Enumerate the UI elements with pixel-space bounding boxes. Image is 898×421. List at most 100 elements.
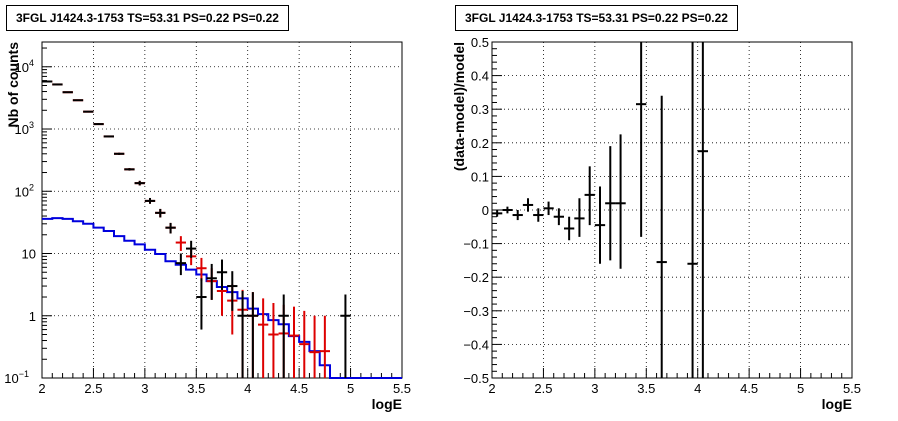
data-point <box>584 166 595 226</box>
data-point <box>134 180 145 186</box>
left-y-axis-label: Nb of counts <box>5 42 21 128</box>
y-tick-label: −0.2 <box>463 270 489 285</box>
data-point <box>186 240 197 258</box>
data-point <box>175 236 186 251</box>
data-point <box>196 257 207 282</box>
data-point <box>533 208 544 222</box>
data-point <box>319 315 330 378</box>
left-ticks <box>41 47 403 379</box>
left-x-axis-label: logE <box>372 396 402 412</box>
y-tick-label: 0.1 <box>471 169 489 184</box>
x-tick-label: 2 <box>488 381 495 396</box>
y-tick-exponent: 3 <box>29 120 34 130</box>
data-point <box>522 198 534 212</box>
right-plot: 2 2.5 3 3.5 4 4.5 5 5.5 −0.5 −0.4 −0.3 −0.2 −0.1 0 0.1… <box>451 35 861 412</box>
y-tick-label: 0.2 <box>471 136 489 151</box>
data-point <box>165 222 176 234</box>
data-point <box>196 278 207 330</box>
y-tick-label: 1 <box>29 309 36 324</box>
data-point <box>216 259 228 290</box>
x-tick-label: 5 <box>347 381 354 396</box>
data-point <box>299 310 310 378</box>
right-ticks <box>491 41 853 379</box>
left-series-1 <box>42 80 330 378</box>
data-point <box>697 42 708 378</box>
data-point <box>93 123 104 126</box>
x-tick-label: 3.5 <box>187 381 205 396</box>
data-point <box>103 135 114 138</box>
data-point <box>175 253 186 276</box>
data-point <box>512 210 523 221</box>
data-point <box>62 91 73 94</box>
left-series-2 <box>42 80 351 378</box>
data-point <box>237 290 248 378</box>
data-point <box>258 298 269 378</box>
data-point <box>52 83 63 86</box>
data-point <box>605 146 616 261</box>
data-point <box>656 95 667 378</box>
data-point <box>553 208 564 226</box>
data-point <box>574 198 585 237</box>
y-tick-label: −0.1 <box>463 237 489 252</box>
data-point <box>124 168 135 171</box>
x-tick-label: 5.5 <box>393 381 411 396</box>
data-point <box>206 263 217 300</box>
data-point <box>42 80 53 83</box>
y-tick-label: 102 <box>15 182 34 199</box>
data-point <box>340 294 351 378</box>
y-tick-exponent: 4 <box>29 58 34 68</box>
x-tick-label: 2.5 <box>84 381 102 396</box>
y-tick-label: −0.3 <box>463 304 489 319</box>
data-point <box>564 216 575 241</box>
y-tick-label: 0.3 <box>471 102 489 117</box>
data-point <box>227 271 238 311</box>
data-point <box>247 292 258 378</box>
right-series-0 <box>492 42 708 378</box>
data-point <box>636 42 647 237</box>
y-tick-exponent: −1 <box>19 369 29 379</box>
data-point <box>594 186 606 264</box>
data-point <box>288 306 300 378</box>
y-tick-label: 0.4 <box>471 69 489 84</box>
right-y-axis-label: (data-model)/model <box>451 42 467 171</box>
y-tick-label: −0.5 <box>463 371 489 386</box>
data-point <box>502 206 513 214</box>
x-tick-label: 2.5 <box>534 381 552 396</box>
left-chart-title: 3FGL J1424.3-1753 TS=53.31 PS=0.22 PS=0.… <box>6 5 289 31</box>
right-grid <box>492 42 852 378</box>
x-tick-label: 5.5 <box>843 381 861 396</box>
data-point <box>278 294 289 378</box>
data-point <box>72 99 84 102</box>
left-grid <box>42 42 402 378</box>
right-chart-title: 3FGL J1424.3-1753 TS=53.31 PS=0.22 PS=0.… <box>455 5 738 31</box>
y-tick-exponent: 2 <box>29 182 34 192</box>
x-tick-label: 5 <box>797 381 804 396</box>
left-plot-frame <box>41 41 403 379</box>
data-point <box>543 201 554 216</box>
data-point <box>83 110 94 113</box>
data-point <box>309 315 320 378</box>
y-tick-label: 0.5 <box>471 35 489 50</box>
data-point <box>268 303 279 378</box>
x-tick-label: 4 <box>694 381 701 396</box>
data-point <box>615 134 626 269</box>
x-tick-label: 4 <box>244 381 251 396</box>
x-tick-label: 3 <box>141 381 148 396</box>
y-tick-label: −0.4 <box>463 337 489 352</box>
right-x-axis-label: logE <box>822 396 852 412</box>
y-tick-label: 10−1 <box>4 369 29 386</box>
data-point <box>144 197 156 204</box>
x-tick-label: 3 <box>591 381 598 396</box>
x-tick-label: 2 <box>38 381 45 396</box>
y-tick-label: 0 <box>482 203 489 218</box>
x-tick-label: 4.5 <box>290 381 308 396</box>
x-tick-label: 4.5 <box>740 381 758 396</box>
data-point <box>155 208 166 218</box>
data-point <box>687 42 698 378</box>
data-point <box>114 152 125 155</box>
x-tick-label: 3.5 <box>637 381 655 396</box>
data-point <box>492 210 503 217</box>
y-tick-label: 10 <box>22 247 36 262</box>
